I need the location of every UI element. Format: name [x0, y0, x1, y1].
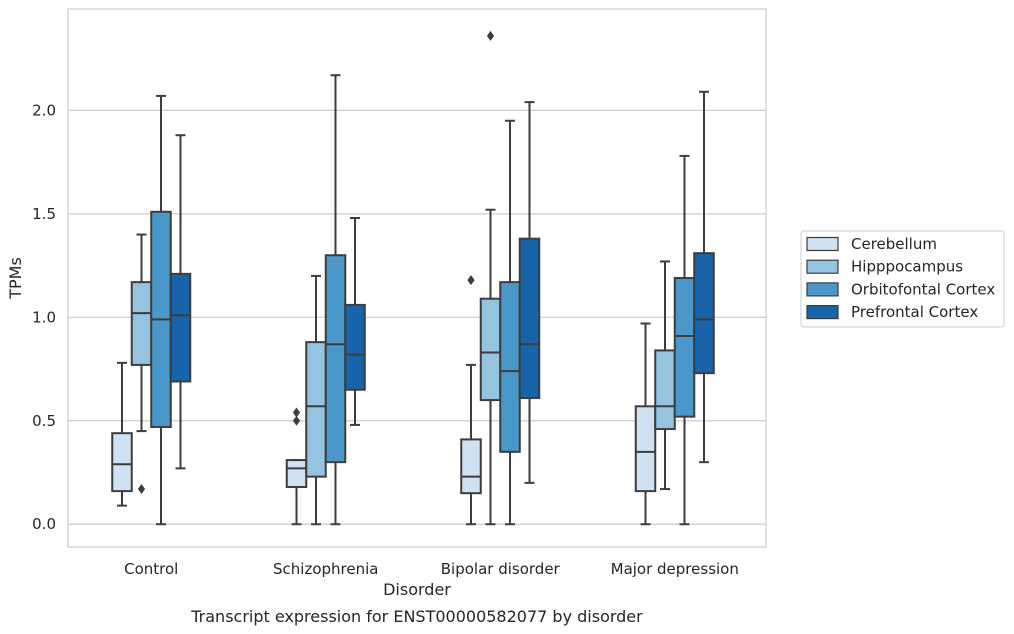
legend: Cerebellum Hipppocampus Orbitofontal Corte…: [800, 230, 1005, 328]
outlier-point: [292, 415, 301, 426]
box-orbitofontal-cortex: [499, 119, 521, 526]
x-tick-label: Bipolar disorder: [441, 560, 561, 578]
box-iqr: [693, 252, 715, 375]
box-iqr: [169, 272, 192, 383]
box-prefrontal-cortex: [169, 134, 192, 470]
box-orbitofontal-cortex: [673, 154, 696, 526]
legend-frame: [800, 230, 1005, 328]
legend-swatch: [806, 236, 839, 252]
box-iqr: [344, 303, 366, 391]
box-hipppocampus: [654, 260, 676, 491]
box-iqr: [324, 254, 347, 464]
box-hipppocampus: [130, 233, 153, 495]
y-axis-label: TPMs: [6, 257, 25, 300]
box-cerebellum: [634, 322, 657, 526]
box-iqr: [460, 438, 482, 495]
box-cerebellum: [460, 275, 482, 526]
y-tick-label: 1.5: [32, 205, 56, 223]
box-hipppocampus: [305, 274, 327, 526]
x-tick-label: Schizophrenia: [273, 560, 378, 578]
outlier-point: [486, 30, 495, 41]
legend-swatch: [806, 282, 839, 297]
chart-caption: Transcript expression for ENST0000058207…: [190, 607, 643, 626]
box-orbitofontal-cortex: [150, 94, 172, 526]
legend-swatch: [806, 305, 839, 320]
boxes: [111, 30, 715, 526]
y-tick-label: 0.0: [32, 515, 56, 533]
x-tick-labels: Control Schizophrenia Bipolar disorder Majo…: [124, 560, 739, 578]
y-tick-label: 2.0: [32, 101, 56, 119]
box-iqr: [305, 341, 327, 478]
y-tick-labels: 0.0 0.5 1.0 1.5 2.0: [32, 101, 56, 533]
outlier-point: [467, 275, 475, 286]
legend-label: Hipppocampus: [851, 258, 963, 276]
y-tick-label: 1.0: [32, 308, 56, 326]
box-hipppocampus: [479, 30, 502, 526]
outlier-point: [137, 484, 146, 495]
x-tick-label: Major depression: [611, 560, 739, 578]
legend-label: Cerebellum: [851, 235, 937, 253]
y-tick-label: 0.5: [32, 412, 56, 430]
box-iqr: [285, 459, 308, 488]
box-iqr: [654, 349, 676, 431]
box-iqr: [479, 297, 502, 402]
x-tick-label: Control: [124, 560, 178, 578]
box-prefrontal-cortex: [344, 216, 366, 426]
box-iqr: [673, 277, 696, 418]
x-axis-label: Disorder: [383, 580, 451, 599]
box-cerebellum: [111, 361, 133, 507]
box-prefrontal-cortex: [518, 101, 541, 484]
legend-label: Prefrontal Cortex: [851, 303, 978, 321]
box-iqr: [130, 281, 153, 366]
box-cerebellum: [285, 407, 308, 526]
box-prefrontal-cortex: [693, 90, 715, 464]
legend-label: Orbitofontal Cortex: [851, 280, 995, 298]
box-orbitofontal-cortex: [324, 74, 347, 526]
box-iqr: [634, 405, 657, 493]
legend-swatch: [806, 259, 839, 274]
outlier-point: [292, 407, 301, 418]
plot-area-frame: [67, 8, 767, 548]
box-iqr: [518, 237, 541, 400]
box-iqr: [111, 432, 133, 493]
box-iqr: [499, 281, 521, 453]
